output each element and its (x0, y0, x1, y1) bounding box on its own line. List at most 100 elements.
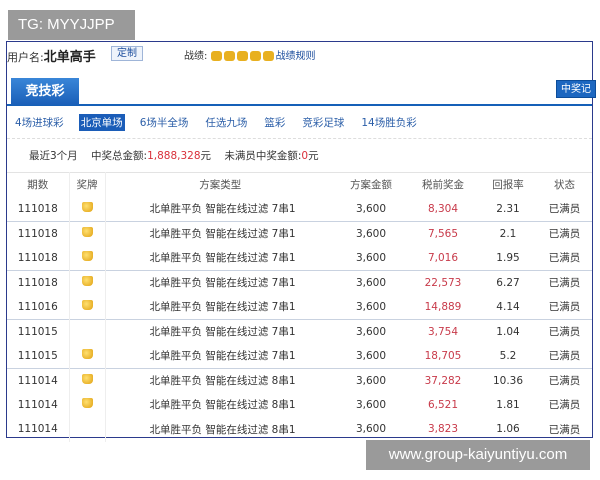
issue-cell: 111018 (7, 245, 70, 270)
subnav-item[interactable]: 14场胜负彩 (361, 117, 417, 129)
prize-cell: 6,521 (427, 398, 459, 411)
medal-icon (262, 51, 274, 61)
amount-cell: 3,600 (335, 318, 407, 344)
amount-cell: 3,600 (355, 300, 387, 313)
tab-sports-lottery[interactable]: 竞技彩 (11, 78, 79, 105)
user-record-panel: 用户名:北单高手 定制 战绩: 战绩规则 竞技彩 中奖记 4场进球彩 北京单场 6场… (6, 41, 596, 442)
total-value: 1,888,328 (147, 150, 201, 162)
type-cell: 北单胜平负 智能在线过滤 7串1 (149, 252, 296, 264)
subnav-item[interactable]: 竞彩足球 (302, 117, 345, 129)
summary-total: 中奖总金额:1,888,328元 (91, 150, 211, 162)
medal-cell (69, 343, 106, 368)
table-row: 111018 北单胜平负 智能在线过滤 7串1 3,600 7,016 1.95 已满员 (7, 245, 592, 270)
prize-cell: 3,823 (427, 423, 459, 436)
status-cell: 已满员 (548, 399, 581, 412)
crown-medal-icon (81, 202, 93, 212)
medal-cell (69, 318, 106, 344)
total-label: 中奖总金额: (91, 150, 148, 162)
prize-cell: 7,565 (407, 220, 479, 246)
type-cell: 北单胜平负 智能在线过滤 8串1 (105, 367, 335, 393)
records-table: 期数 奖牌 方案类型 方案金额 税前奖金 回报率 状态 111018 北单胜平负 智能在线过滤… (7, 172, 592, 442)
subnav: 4场进球彩 北京单场 6场半全场 任选九场 篮彩 竞彩足球 14场胜负彩 (13, 114, 432, 131)
medal-cell (69, 367, 106, 393)
amount-cell: 3,600 (355, 423, 387, 436)
issue-cell: 111018 (7, 220, 70, 246)
column-header: 奖牌 (69, 172, 106, 197)
tab-divider (7, 104, 592, 106)
table-row: 111018 北单胜平负 智能在线过滤 7串1 3,600 7,565 2.1 已满员 (7, 220, 592, 246)
column-header: 税前奖金 (407, 172, 479, 197)
issue-cell: 111015 (7, 318, 70, 344)
return-cell: 1.81 (496, 398, 520, 411)
column-header: 方案金额 (335, 172, 407, 197)
column-header: 回报率 (479, 172, 537, 197)
username-label: 用户名: (7, 51, 44, 64)
amount-cell: 3,600 (355, 398, 387, 411)
table-row: 111016 北单胜平负 智能在线过滤 7串1 3,600 14,889 4.14 已满员 (7, 294, 592, 319)
unfilled-label: 未满员中奖金额: (224, 150, 302, 162)
summary-unfilled: 未满员中奖金额:0元 (224, 150, 318, 162)
type-cell: 北单胜平负 智能在线过滤 7串1 (105, 220, 335, 246)
status-cell: 已满员 (537, 220, 592, 246)
status-cell: 已满员 (548, 252, 581, 264)
crown-medal-icon (81, 227, 93, 237)
return-cell: 1.04 (479, 318, 537, 344)
status-cell: 已满员 (537, 318, 592, 344)
table-row: 111014 北单胜平负 智能在线过滤 8串1 3,600 6,521 1.81 已满员 (7, 392, 592, 417)
status-cell: 已满员 (548, 350, 581, 362)
subnav-item[interactable]: 6场半全场 (139, 117, 189, 129)
watermark-top: TG: MYYJJPP (8, 10, 135, 40)
return-cell: 5.2 (499, 349, 517, 362)
medal-cell (69, 392, 106, 417)
issue-cell: 111015 (7, 343, 70, 368)
amount-cell: 3,600 (355, 251, 387, 264)
subnav-item[interactable]: 篮彩 (264, 117, 286, 129)
table-row: 111018 北单胜平负 智能在线过滤 7串1 3,600 8,304 2.31 已满员 (7, 196, 592, 221)
return-cell: 2.1 (479, 220, 537, 246)
amount-cell: 3,600 (355, 349, 387, 362)
record: 战绩: 战绩规则 (184, 47, 316, 62)
type-cell: 北单胜平负 智能在线过滤 7串1 (149, 301, 296, 313)
table-row: 111018 北单胜平负 智能在线过滤 7串1 3,600 22,573 6.27 已满员 (7, 269, 592, 295)
table-row: 111015 北单胜平负 智能在线过滤 7串1 3,600 3,754 1.04 已满员 (7, 318, 592, 344)
prize-cell: 14,889 (424, 300, 462, 313)
column-header: 方案类型 (105, 172, 335, 197)
status-cell: 已满员 (548, 423, 581, 436)
unfilled-value: 0 (301, 150, 309, 162)
return-cell: 1.95 (496, 251, 520, 264)
subnav-item[interactable]: 任选九场 (205, 117, 248, 129)
win-record-button[interactable]: 中奖记 (556, 80, 596, 98)
amount-cell: 3,600 (355, 202, 387, 215)
issue-cell: 111014 (7, 417, 70, 442)
issue-cell: 111016 (7, 294, 70, 319)
prize-cell: 3,754 (407, 318, 479, 344)
medal-cell (69, 220, 106, 246)
summary: 最近3个月 中奖总金额:1,888,328元 未满员中奖金额:0元 (29, 148, 329, 163)
status-cell: 已满员 (537, 269, 592, 295)
medal-cell (69, 269, 106, 295)
issue-cell: 111014 (7, 367, 70, 393)
subnav-item[interactable]: 4场进球彩 (15, 117, 64, 129)
medal-cell (69, 417, 106, 442)
prize-cell: 18,705 (424, 349, 462, 362)
crown-medal-icon (81, 276, 93, 286)
status-cell: 已满员 (548, 301, 581, 313)
return-cell: 2.31 (496, 202, 520, 215)
return-cell: 10.36 (479, 367, 537, 393)
return-cell: 6.27 (479, 269, 537, 295)
medal-icon (223, 51, 235, 61)
medal-icon (210, 51, 222, 61)
divider (7, 138, 592, 139)
record-rules-link[interactable]: 战绩规则 (275, 51, 316, 62)
crown-medal-icon (81, 398, 93, 409)
prize-cell: 8,304 (427, 202, 459, 215)
status-cell: 已满员 (548, 203, 581, 215)
username: 用户名:北单高手 (7, 46, 96, 65)
medal-cell (69, 196, 106, 221)
watermark-bottom: www.group-kaiyuntiyu.com (366, 440, 590, 470)
custom-button[interactable]: 定制 (111, 46, 143, 61)
amount-cell: 3,600 (335, 367, 407, 393)
subnav-item[interactable]: 北京单场 (78, 114, 125, 131)
medal-cell (69, 294, 106, 319)
crown-medal-icon (81, 374, 93, 384)
